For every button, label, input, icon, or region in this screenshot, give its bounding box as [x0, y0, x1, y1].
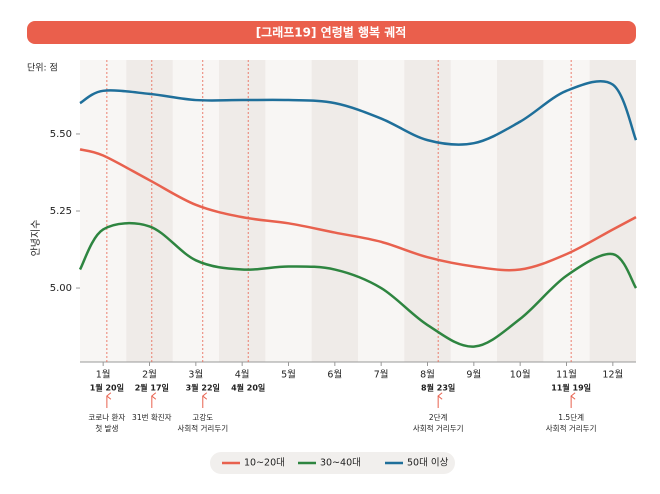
x-tick-label: 10월 — [510, 369, 531, 381]
x-tick-label: 7월 — [374, 369, 389, 381]
event-text: 코로나 환자 — [88, 412, 125, 422]
series-line — [79, 80, 638, 146]
event-date: 11월 19일 — [551, 383, 591, 393]
y-tick-label: 5.50 — [50, 129, 72, 140]
event-date: 1월 20일 — [90, 383, 124, 393]
legend-label: 30~40대 — [320, 458, 361, 469]
event-text: 2단계 — [429, 412, 448, 422]
x-tick-label: 3월 — [188, 369, 203, 381]
x-tick-label: 9월 — [466, 369, 481, 381]
unit-label: 단위: 점 — [27, 62, 58, 74]
band — [311, 60, 358, 362]
x-tick-label: 11월 — [556, 369, 577, 381]
event-date: 2월 17일 — [135, 383, 169, 393]
event-text: 사회적 거리두기 — [546, 423, 597, 433]
band — [404, 60, 451, 362]
x-tick-label: 8월 — [420, 369, 435, 381]
x-tick-label: 4월 — [235, 369, 250, 381]
y-tick-label: 5.00 — [50, 283, 72, 294]
event-date: 3월 22일 — [186, 383, 220, 393]
event-text: 31번 확진자 — [132, 412, 172, 422]
series-line — [78, 221, 638, 348]
x-tick-label: 6월 — [327, 369, 342, 381]
y-axis-label: 안녕지수 — [30, 220, 42, 257]
chart-title: [그래프19] 연령별 행복 궤적 — [256, 25, 407, 40]
title-banner — [27, 21, 636, 44]
event-text: 1.5단계 — [558, 412, 584, 422]
event-text: 사회적 거리두기 — [413, 423, 464, 433]
band — [126, 60, 173, 362]
x-tick-label: 5월 — [281, 369, 296, 381]
event-date: 4월 20일 — [231, 383, 265, 393]
event-text: 고강도 — [192, 412, 213, 422]
y-tick-label: 5.25 — [50, 206, 72, 217]
band — [219, 60, 266, 362]
x-tick-label: 2월 — [142, 369, 157, 381]
x-tick-label: 12월 — [602, 369, 623, 381]
event-date: 8월 23일 — [421, 383, 455, 393]
legend-label: 10~20대 — [244, 458, 285, 469]
band — [589, 60, 636, 362]
band — [497, 60, 544, 362]
legend-box — [210, 452, 455, 474]
event-text: 첫 발생 — [95, 423, 118, 433]
legend-label: 50대 이상 — [407, 458, 449, 469]
series-line — [79, 148, 637, 272]
event-text: 사회적 거리두기 — [177, 423, 228, 433]
x-tick-label: 1월 — [96, 369, 111, 381]
